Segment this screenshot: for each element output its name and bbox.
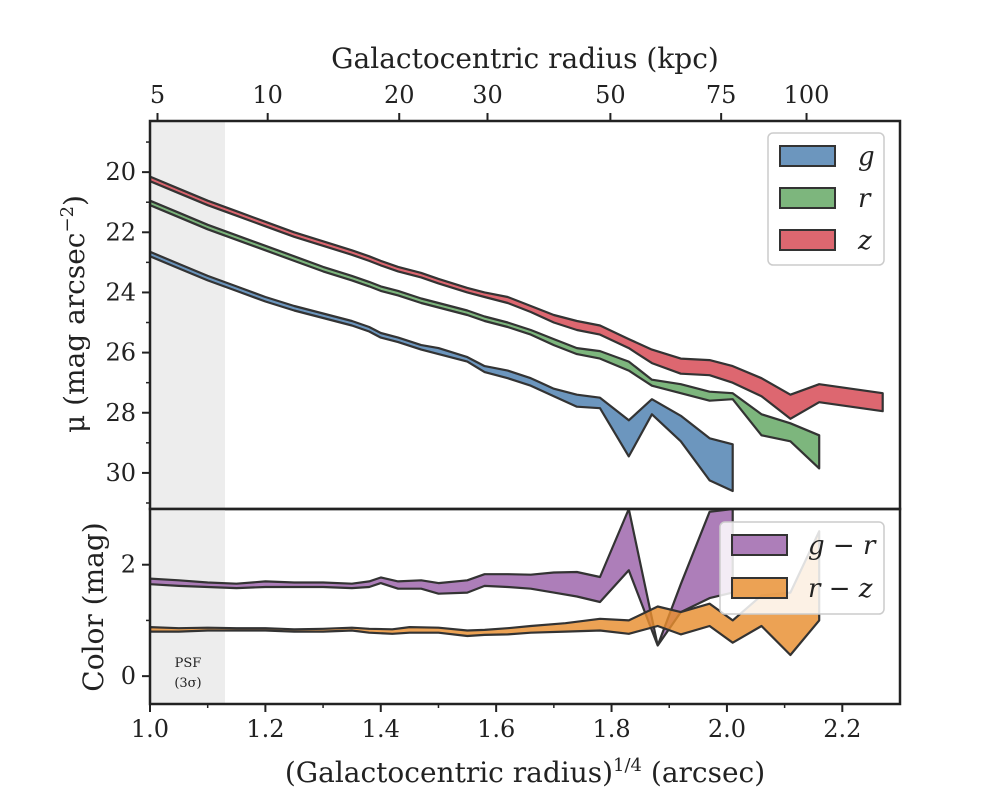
- series-band-g: [150, 250, 734, 493]
- legend-swatch-color-0: [731, 534, 788, 556]
- x-tick-label: 1.4: [362, 715, 400, 743]
- bottom-y-ticks: 02: [121, 551, 150, 690]
- x-tick-label: 1.8: [592, 715, 630, 743]
- color-y-tick-label: 0: [121, 662, 136, 690]
- y-tick-label: 30: [105, 459, 136, 487]
- y-tick-label: 20: [105, 158, 136, 186]
- top-panel: 20 22 24 26 28 30 5 10 20 30 50 75 100 Galactocentr…: [57, 42, 902, 511]
- kpc-tick-label: 50: [595, 81, 626, 109]
- bottom-series-group: [150, 509, 821, 657]
- x-tick-label: 1.0: [131, 715, 169, 743]
- kpc-tick-label: 30: [472, 81, 503, 109]
- series-band-z: [150, 175, 884, 420]
- y-tick-label: 28: [105, 399, 136, 427]
- kpc-tick-label: 75: [706, 81, 737, 109]
- kpc-tick-label: 10: [252, 81, 283, 109]
- color-y-tick-label: 2: [121, 551, 136, 579]
- legend-swatch-r: [779, 187, 836, 209]
- bottom-y-axis-title: Color (mag): [77, 522, 110, 691]
- x-tick-label: 1.2: [246, 715, 284, 743]
- bottom-x-ticks: 1.0 1.2 1.4 1.6 1.8 2.0 2.2: [131, 704, 861, 743]
- legend-label-color-0: g − r: [808, 531, 877, 561]
- top-series-group: [150, 175, 884, 493]
- bottom-plot-frame: [148, 507, 902, 706]
- legend-label-color-1: r − z: [808, 574, 873, 604]
- x-tick-label: 1.6: [477, 715, 515, 743]
- bottom-psf-region: [150, 509, 225, 704]
- y-tick-label: 22: [105, 218, 136, 246]
- legend-swatch-g: [779, 145, 836, 167]
- kpc-tick-label: 20: [384, 81, 415, 109]
- legend-label-z: z: [857, 226, 872, 256]
- x-axis-title: (Galactocentric radius)1/4 (arcsec): [285, 755, 765, 789]
- legend-label-r: r: [858, 184, 872, 214]
- kpc-tick-label: 100: [784, 81, 830, 109]
- x-tick-label: 2.0: [708, 715, 746, 743]
- top-y-ticks: 20 22 24 26 28 30: [105, 141, 150, 504]
- x-tick-label: 2.2: [823, 715, 861, 743]
- y-tick-label: 24: [105, 278, 136, 306]
- bottom-legend: g − r r − z: [719, 521, 885, 615]
- series-band-r: [150, 199, 821, 470]
- top-kpc-ticks: 5 10 20 30 50 75 100: [150, 81, 830, 121]
- top-y-axis-title: μ (mag arcsec−2): [57, 195, 91, 433]
- top-psf-region: [150, 121, 225, 509]
- series-band-rz: [150, 530, 821, 657]
- psf-label-line2: (3σ): [174, 676, 201, 691]
- top-legend: grz: [767, 132, 885, 266]
- kpc-tick-label: 5: [150, 81, 165, 109]
- top-x-axis-title: Galactocentric radius (kpc): [331, 42, 719, 75]
- legend-swatch-color-1: [731, 577, 788, 599]
- y-tick-label: 26: [105, 339, 136, 367]
- legend-label-g: g: [858, 142, 875, 172]
- bottom-panel: 02 1.0 1.2 1.4 1.6 1.8 2.0 2.2 PSF (3σ) Color …: [77, 507, 902, 789]
- legend-swatch-z: [779, 229, 836, 251]
- psf-label-line1: PSF: [175, 656, 202, 671]
